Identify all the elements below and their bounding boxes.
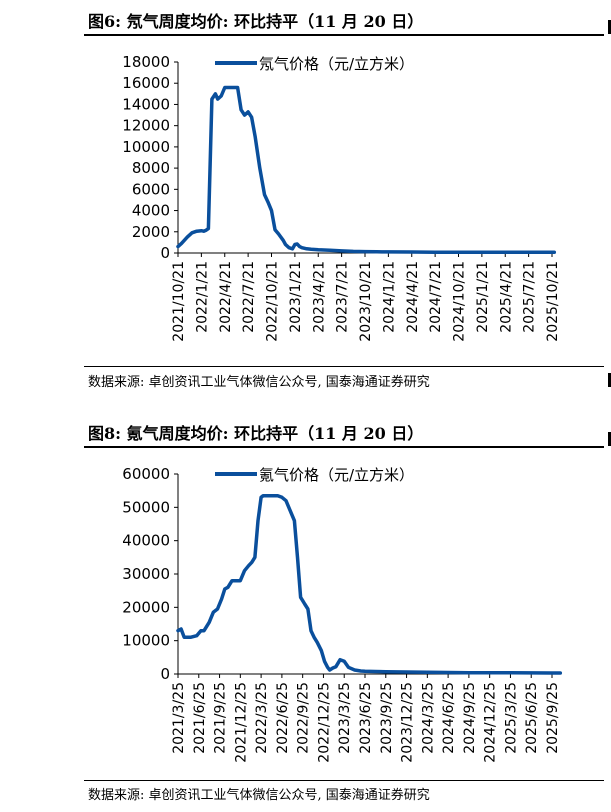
x-tick-label: 2023/12/25 — [400, 682, 416, 763]
x-tick-label: 2022/9/25 — [296, 682, 312, 754]
title-rule — [84, 446, 604, 448]
x-tick-label: 2021/3/25 — [171, 682, 187, 754]
x-tick-label: 2022/12/25 — [316, 682, 332, 763]
x-tick-label: 2023/7/21 — [335, 261, 351, 333]
krypton-price-chart: 0 10000 20000 30000 40000 50000 60000 2021/3/25… — [122, 465, 563, 763]
x-tick-label: 2021/6/25 — [192, 682, 208, 754]
y-tick-label: 16000 — [122, 74, 170, 92]
series-line — [176, 493, 563, 675]
x-tick-label: 2023/3/25 — [337, 682, 353, 754]
y-tick-label: 10000 — [122, 138, 170, 156]
x-tick-label: 2022/7/21 — [241, 261, 257, 333]
x-tick-label: 2025/6/25 — [524, 682, 540, 754]
x-tick-label: 2023/10/21 — [358, 261, 374, 342]
x-tick-label: 2021/10/21 — [171, 261, 187, 342]
x-tick-label: 2024/3/25 — [420, 682, 436, 754]
source-note: 数据来源: 卓创资讯工业气体微信公众号, 国泰海通证券研究 — [88, 375, 430, 390]
y-tick-label: 10000 — [122, 632, 170, 650]
title-rule — [84, 34, 604, 36]
x-tick-label: 2024/10/21 — [452, 261, 468, 342]
y-tick-label: 2000 — [132, 223, 170, 241]
chart-panel-neon: 图6: 氖气周度均价: 环比持平（11 月 20 日） 0 2000 4000 600… — [0, 0, 611, 400]
y-tick-label: 60000 — [122, 465, 170, 483]
edge-mark — [608, 20, 611, 34]
y-tick-label: 6000 — [132, 180, 170, 198]
x-tick-label: 2025/10/21 — [545, 261, 561, 342]
x-tick-label: 2025/1/21 — [475, 261, 491, 333]
neon-price-chart: 0 2000 4000 6000 8000 10000 12000 14000 16000 180… — [122, 53, 561, 342]
y-tick-label: 50000 — [122, 498, 170, 516]
x-tick-label: 2023/6/25 — [358, 682, 374, 754]
source-rule — [84, 780, 604, 781]
series-line — [176, 85, 557, 254]
y-tick-label: 8000 — [132, 159, 170, 177]
x-tick-label: 2021/12/25 — [233, 682, 249, 763]
x-tick-label: 2022/10/21 — [265, 261, 281, 342]
x-tick-label: 2025/7/21 — [522, 261, 538, 333]
x-tick-label: 2021/9/25 — [213, 682, 229, 754]
edge-mark — [608, 432, 611, 446]
panel-title: 图6: 氖气周度均价: 环比持平（11 月 20 日） — [88, 12, 424, 31]
x-tick-label: 2022/6/25 — [275, 682, 291, 754]
legend-label: 氖气价格（元/立方米） — [259, 55, 414, 73]
x-tick-label: 2024/12/25 — [483, 682, 499, 763]
y-tick-label: 18000 — [122, 53, 170, 71]
x-tick-label: 2025/4/21 — [498, 261, 514, 333]
y-tick-label: 14000 — [122, 95, 170, 113]
x-tick-label: 2024/9/25 — [462, 682, 478, 754]
source-rule — [84, 366, 604, 367]
y-tick-label: 0 — [160, 665, 170, 683]
y-tick-label: 0 — [160, 244, 170, 262]
x-tick-label: 2023/1/21 — [288, 261, 304, 333]
x-tick-label: 2025/3/25 — [503, 682, 519, 754]
x-tick-label: 2024/1/21 — [381, 261, 397, 333]
x-tick-label: 2025/9/25 — [545, 682, 561, 754]
y-tick-label: 4000 — [132, 202, 170, 220]
y-tick-label: 30000 — [122, 565, 170, 583]
edge-mark — [608, 373, 611, 387]
y-tick-label: 12000 — [122, 117, 170, 135]
x-tick-label: 2023/4/21 — [311, 261, 327, 333]
x-tick-label: 2022/4/21 — [218, 261, 234, 333]
x-tick-label: 2022/1/21 — [194, 261, 210, 333]
source-note: 数据来源: 卓创资讯工业气体微信公众号, 国泰海通证券研究 — [88, 788, 430, 803]
x-tick-label: 2023/9/25 — [379, 682, 395, 754]
x-tick-label: 2024/6/25 — [441, 682, 457, 754]
x-tick-label: 2022/3/25 — [254, 682, 270, 754]
x-tick-label: 2024/7/21 — [428, 261, 444, 333]
panel-title: 图8: 氪气周度均价: 环比持平（11 月 20 日） — [88, 424, 424, 443]
y-tick-label: 20000 — [122, 598, 170, 616]
x-tick-label: 2024/4/21 — [405, 261, 421, 333]
y-tick-label: 40000 — [122, 532, 170, 550]
chart-panel-krypton: 图8: 氪气周度均价: 环比持平（11 月 20 日） 0 10000 20000 3… — [0, 412, 611, 812]
legend-label: 氪气价格（元/立方米） — [259, 466, 414, 484]
